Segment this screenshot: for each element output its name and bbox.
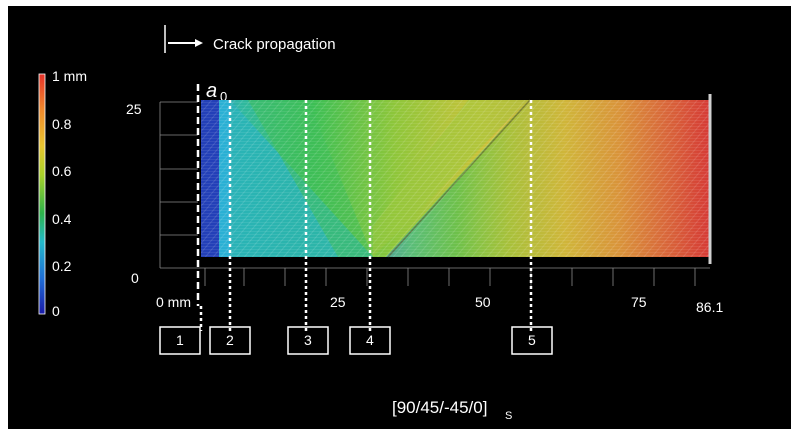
colorbar-scale [38,73,46,315]
colorbar-tick-label: 0.6 [52,163,72,179]
layup-caption: [90/45/-45/0] S [392,398,512,422]
marker-label: 4 [366,332,374,348]
marker-box [159,326,201,355]
x-axis-tick-label: 75 [631,294,647,310]
x-axis-tick-label: 50 [475,294,491,310]
colorbar-tick-label: 0.2 [52,258,72,274]
fracture-surface [201,94,712,264]
colorbar-tick-label: 0.4 [52,211,72,227]
figure-canvas: Crack propagation a 0 1 mm 0.8 0.6 0.4 0… [8,6,791,429]
fracture-surface-figure: Crack propagation a 0 1 mm 0.8 0.6 0.4 0… [38,25,723,422]
x-axis-tick-label: 0 mm [156,294,191,310]
marker-box [209,326,251,355]
arrow-head-icon [195,39,203,47]
x-axis-tick-label: 25 [330,294,346,310]
marker-label: 2 [226,332,234,348]
marker-label: 3 [304,332,312,348]
colorbar: 1 mm 0.8 0.6 0.4 0.2 0 [38,68,87,319]
a0-subscript: 0 [220,89,227,104]
crack-direction-legend: Crack propagation [164,25,336,53]
colorbar-max-label: 1 mm [52,68,87,84]
layup-subscript: S [505,410,512,422]
initial-crack-label: a 0 [206,80,227,104]
marker-label: 1 [176,332,184,348]
colorbar-tick-label: 0 [52,303,60,319]
y-axis-tick-label: 25 [126,101,142,117]
marker-box [349,326,391,355]
crack-front-markers [196,84,533,331]
legend-text: Crack propagation [213,36,336,53]
colorbar-tick-label: 0.8 [52,116,72,132]
x-axis-tick-label: 86.1 [696,299,723,315]
marker-label: 5 [528,332,536,348]
marker-box [287,326,329,355]
layup-text: [90/45/-45/0] [392,398,487,417]
marker-box [511,326,553,355]
marker-boxes: 1 2 3 4 5 [159,326,553,355]
a0-symbol: a [206,80,217,102]
grid [159,101,710,286]
y-axis-tick-label: 0 [131,270,139,286]
